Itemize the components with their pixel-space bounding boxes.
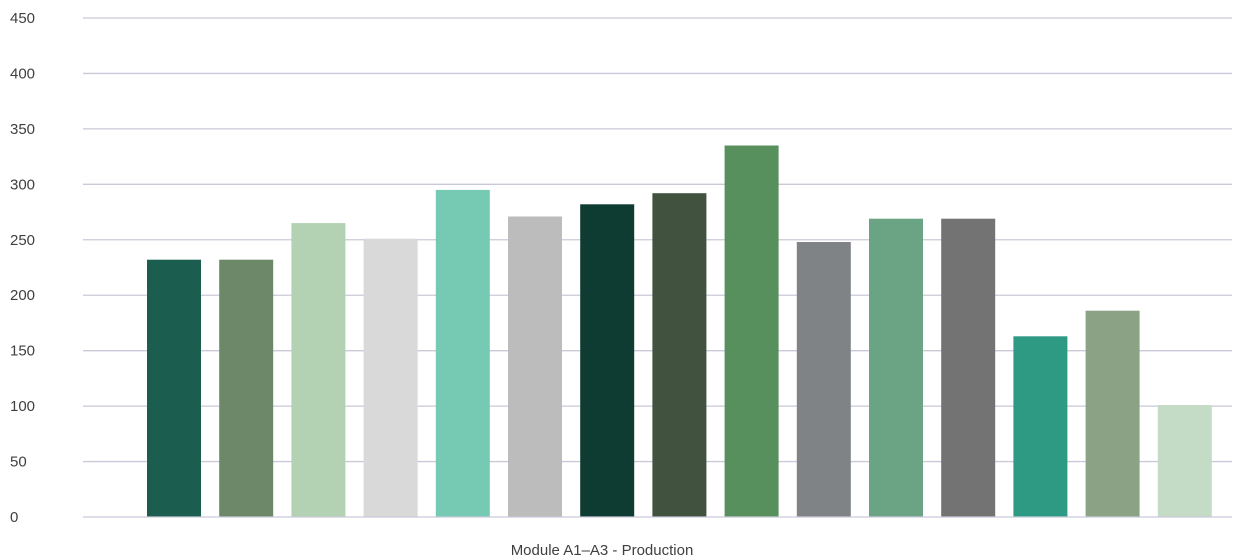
y-tick-label: 150 — [10, 343, 35, 360]
y-tick-label: 0 — [10, 509, 18, 526]
bar-9 — [724, 145, 779, 517]
y-tick-label: 300 — [10, 176, 35, 193]
bar-13 — [1013, 336, 1068, 517]
bars — [147, 145, 1212, 518]
y-tick-label: 50 — [10, 454, 27, 471]
bar-1 — [147, 259, 201, 517]
y-tick-label: 450 — [10, 10, 35, 27]
bar-2 — [219, 259, 274, 517]
bar-7 — [580, 204, 635, 518]
bar-11 — [869, 218, 923, 517]
y-tick-label: 250 — [10, 232, 35, 249]
bar-5 — [435, 189, 490, 517]
bar-3 — [291, 223, 346, 517]
bar-12 — [941, 218, 996, 517]
y-tick-label: 100 — [10, 398, 35, 415]
bar-10 — [796, 242, 851, 517]
y-tick-label: 350 — [10, 121, 35, 138]
y-tick-label: 400 — [10, 65, 35, 82]
bar-6 — [508, 216, 562, 517]
bar-8 — [652, 193, 707, 517]
y-tick-label: 200 — [10, 287, 35, 304]
bar-4 — [363, 238, 418, 517]
bar-14 — [1085, 310, 1140, 517]
y-axis-tick-labels: 0 50 100 150 200 250 300 350 400 450 — [10, 10, 35, 526]
x-axis-title: Module A1–A3 - Production — [511, 542, 694, 559]
bar-15 — [1157, 405, 1212, 517]
